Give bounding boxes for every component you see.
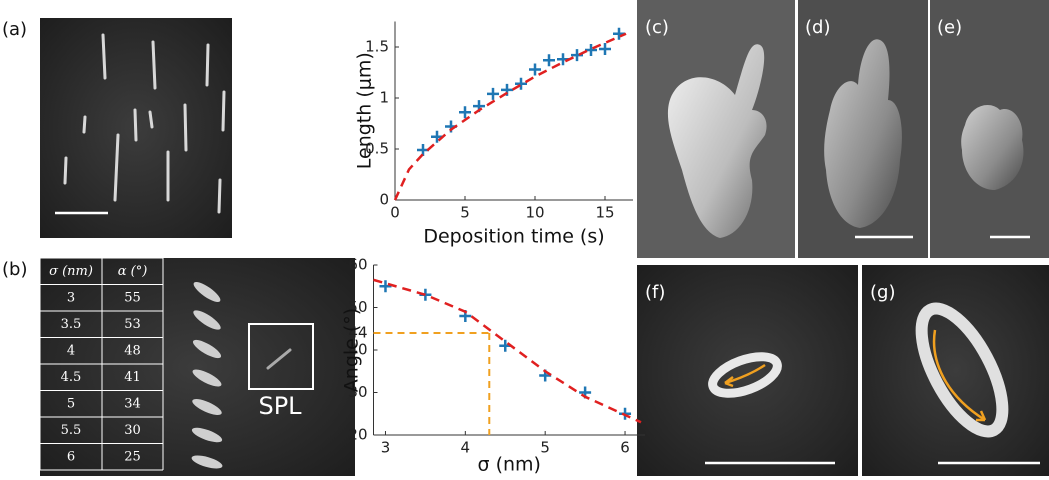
table-cell: 6 [67, 449, 75, 464]
y-tick-label: 1 [379, 89, 389, 107]
panel-label: (g) [870, 282, 895, 303]
x-tick-label: 5 [540, 439, 550, 457]
inset-box [248, 323, 314, 390]
table-cell: 53 [124, 317, 141, 332]
data-point [487, 87, 499, 100]
fit-line [373, 278, 642, 424]
inset-label: SPL [258, 392, 302, 420]
table-cell: 3.5 [61, 317, 82, 332]
x-tick-label: 0 [390, 204, 400, 222]
table-header: σ (nm) [49, 264, 93, 279]
data-point [571, 49, 583, 62]
table-cell: 5.5 [61, 423, 82, 438]
y-tick-label: 1.5 [365, 38, 389, 56]
table-cell: 30 [124, 423, 141, 438]
arrow-head [976, 410, 987, 422]
x-tick-label: 15 [595, 204, 614, 222]
y-tick-label: 30 [348, 383, 367, 401]
data-point [529, 63, 541, 76]
y-tick-label: 50 [348, 298, 367, 316]
panel-label: (a) [2, 19, 27, 40]
data-point [543, 54, 555, 67]
x-tick-label: 4 [461, 439, 471, 457]
parameter-table: σ (nm) α (°)3 553.5 534 484.5 415 345.5 306 25 [39, 257, 164, 471]
tilted-rods [191, 281, 223, 469]
table-header: α (°) [118, 264, 148, 279]
hand-shape [961, 105, 1024, 190]
nanorods [63, 33, 226, 214]
data-point [515, 77, 527, 90]
table-cell: 4 [67, 343, 75, 358]
data-point [599, 43, 611, 56]
table-cell: 41 [124, 370, 141, 385]
data-point [459, 106, 471, 119]
panel-label: (f) [645, 282, 665, 303]
table-cell: 34 [124, 396, 141, 411]
hand-shape [824, 39, 902, 228]
data-point [585, 44, 597, 57]
x-tick-label: 10 [525, 204, 544, 222]
sem-image-g [862, 265, 1049, 476]
data-point [379, 280, 392, 293]
panel-label: (e) [937, 17, 962, 38]
table-cell: 5 [67, 396, 75, 411]
x-axis-label: Deposition time (s) [423, 226, 604, 248]
ring [708, 352, 782, 398]
table-cell: 55 [124, 290, 141, 305]
panel-label: (c) [645, 17, 669, 38]
arrow-head [724, 376, 734, 388]
table-cell: 48 [124, 343, 141, 358]
y-tick-label: 0.5 [365, 140, 389, 158]
y-tick-label: 0 [379, 191, 389, 209]
ring [915, 302, 1009, 438]
sem-image-f [637, 265, 858, 476]
y-tick-label: 60 [348, 256, 367, 274]
x-tick-label: 5 [460, 204, 470, 222]
table-cell: 4.5 [61, 370, 82, 385]
hand-shape [667, 44, 767, 238]
panel-label: (d) [805, 17, 830, 38]
y-tick-label: 20 [348, 426, 367, 444]
sem-image-b [40, 258, 355, 476]
x-axis-label: σ (nm) [478, 454, 541, 476]
panel-label: (b) [2, 259, 27, 280]
orange-arrow [932, 329, 986, 422]
fit-line [393, 32, 627, 201]
table-cell: 3 [67, 290, 75, 305]
x-tick-label: 6 [620, 439, 630, 457]
y-axis-label: Length (μm) [354, 52, 376, 169]
charts: 0 5 10 15 0 0.5 1 1.5 Deposition time (s) Length … [341, 21, 645, 476]
x-tick-label: 3 [381, 439, 391, 457]
y-axis-label: Angle (°) [341, 308, 363, 392]
y-tick-label: 40 [348, 341, 367, 359]
spl-rod [266, 348, 292, 370]
table-cell: 25 [124, 449, 141, 464]
y-tick-label: 44 [348, 324, 367, 342]
